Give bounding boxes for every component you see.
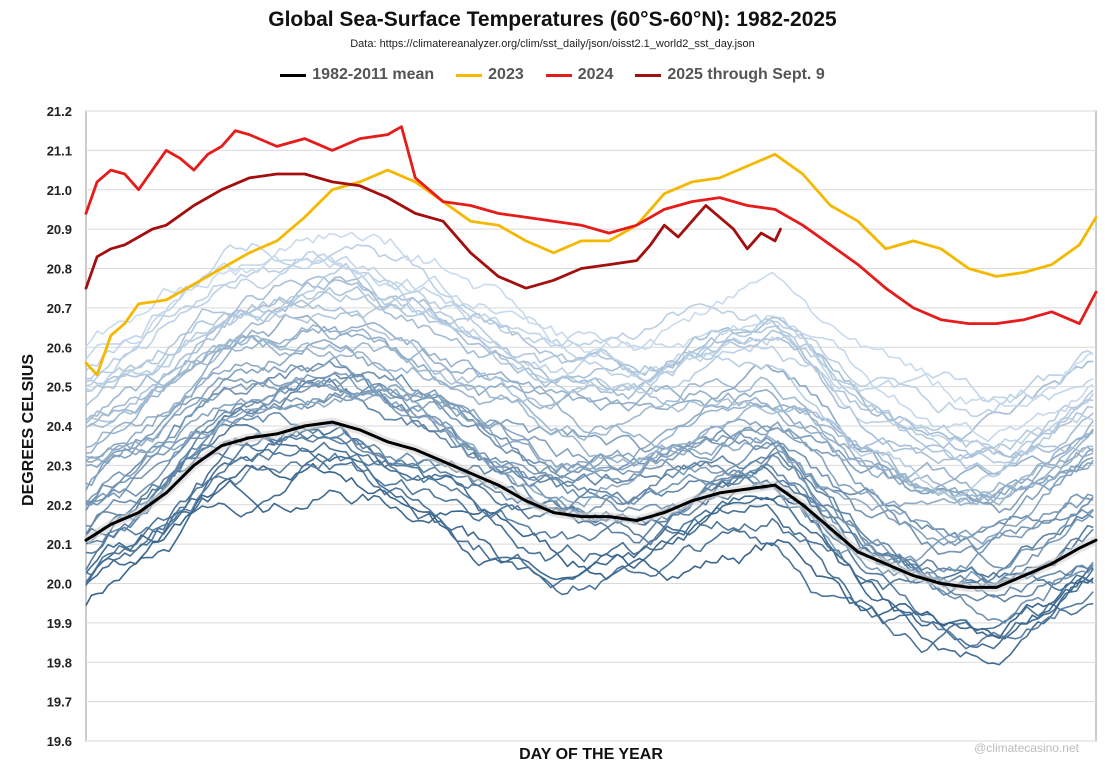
background-year-line <box>85 462 1094 640</box>
background-year-line <box>85 321 1094 481</box>
y-tick-label: 20.7 <box>47 301 72 316</box>
legend-swatch-2025 <box>635 73 662 77</box>
legend-item-mean: 1982-2011 mean <box>280 66 434 84</box>
y-tick-label: 20.2 <box>47 498 72 513</box>
x-axis-label: DAY OF THE YEAR <box>519 746 663 763</box>
y-tick-label: 20.3 <box>47 458 72 473</box>
series-line-2025 <box>84 172 782 290</box>
background-year-line <box>85 371 1094 514</box>
background-year-line <box>85 296 1094 459</box>
background-year-line <box>85 275 1094 465</box>
y-tick-label: 19.9 <box>47 616 72 631</box>
y-tick-label: 21.1 <box>47 143 72 158</box>
background-year-line <box>85 424 1094 650</box>
background-year-line <box>85 377 1094 564</box>
background-year-line <box>85 389 1094 590</box>
y-tick-label: 20.6 <box>47 340 72 355</box>
legend-label-mean: 1982-2011 mean <box>312 66 435 83</box>
background-year-line <box>85 262 1094 498</box>
y-tick-label: 20.1 <box>47 537 72 552</box>
y-axis-label: DEGREES CELSIUS <box>20 353 37 507</box>
series-line-2024 <box>84 125 1098 326</box>
background-year-line <box>85 231 1094 408</box>
background-year-line <box>85 338 1094 512</box>
background-year-line <box>85 377 1094 585</box>
background-year-line <box>85 338 1094 507</box>
y-tick-label: 20.8 <box>47 262 72 277</box>
y-tick-label: 21.0 <box>47 183 72 198</box>
legend-item-2024: 2024 <box>545 66 614 84</box>
chart-legend: 1982-2011 mean 2023 2024 2025 through Se… <box>0 66 1105 84</box>
legend-swatch-mean <box>280 73 307 77</box>
legend-swatch-2023 <box>456 73 483 77</box>
y-tick-label: 20.5 <box>47 380 72 395</box>
series-line-2023 <box>84 152 1098 377</box>
legend-swatch-2024 <box>545 73 572 77</box>
background-year-line <box>85 254 1094 443</box>
y-tick-label: 19.8 <box>47 655 72 670</box>
y-tick-label: 19.6 <box>47 734 72 749</box>
background-year-line <box>85 253 1094 455</box>
legend-item-2025: 2025 through Sept. 9 <box>635 66 825 84</box>
y-tick-label: 19.7 <box>47 695 72 710</box>
background-years <box>85 231 1094 666</box>
chart-title: Global Sea-Surface Temperatures (60°S-60… <box>268 8 837 31</box>
watermark: @climatecasino.net <box>974 741 1079 755</box>
y-tick-label: 20.9 <box>47 222 72 237</box>
background-year-line <box>85 313 1094 499</box>
background-year-line <box>85 453 1094 666</box>
background-year-line <box>85 452 1094 650</box>
y-tick-label: 20.0 <box>47 577 72 592</box>
background-year-line <box>85 334 1094 503</box>
background-year-line <box>85 428 1094 602</box>
series-line-mean <box>84 420 1098 589</box>
legend-item-2023: 2023 <box>456 66 524 84</box>
legend-label-2023: 2023 <box>488 66 524 83</box>
legend-label-2024: 2024 <box>577 66 614 83</box>
legend-label-2025: 2025 through Sept. 9 <box>667 66 825 83</box>
background-year-line <box>85 244 1094 418</box>
y-tick-label: 20.4 <box>47 419 73 434</box>
background-year-line <box>85 377 1094 545</box>
y-tick-label: 21.2 <box>47 104 72 119</box>
chart-subtitle: Data: https://climatereanalyzer.org/clim… <box>350 38 755 50</box>
